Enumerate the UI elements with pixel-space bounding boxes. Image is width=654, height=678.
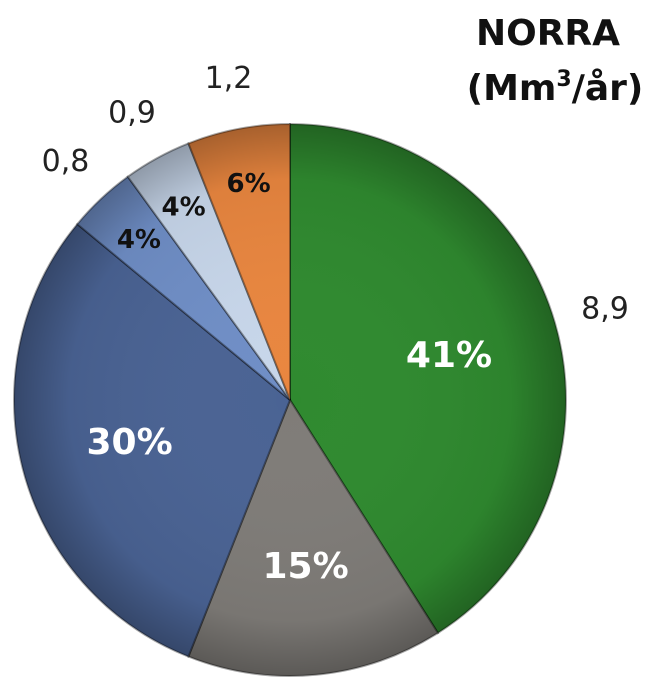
- percent-label-2: 15%: [263, 546, 349, 587]
- value-label-4: 0,8: [42, 144, 90, 179]
- chart-title-unit-prefix: (Mm: [467, 68, 557, 109]
- percent-label-6: 6%: [227, 169, 271, 199]
- value-label-1: 8,9: [581, 292, 629, 327]
- chart-title-unit: (Mm3/år): [467, 67, 644, 109]
- value-label-5: 0,9: [108, 96, 156, 131]
- percent-label-5: 4%: [162, 193, 206, 223]
- chart-title-unit-suffix: /år): [572, 68, 644, 109]
- percent-label-4: 4%: [117, 225, 161, 255]
- value-label-6: 1,2: [205, 61, 253, 96]
- percent-label-3: 30%: [87, 422, 173, 463]
- chart-title-line1: NORRA: [476, 13, 620, 54]
- percent-label-1: 41%: [406, 335, 492, 376]
- chart-title-unit-sup: 3: [556, 67, 571, 92]
